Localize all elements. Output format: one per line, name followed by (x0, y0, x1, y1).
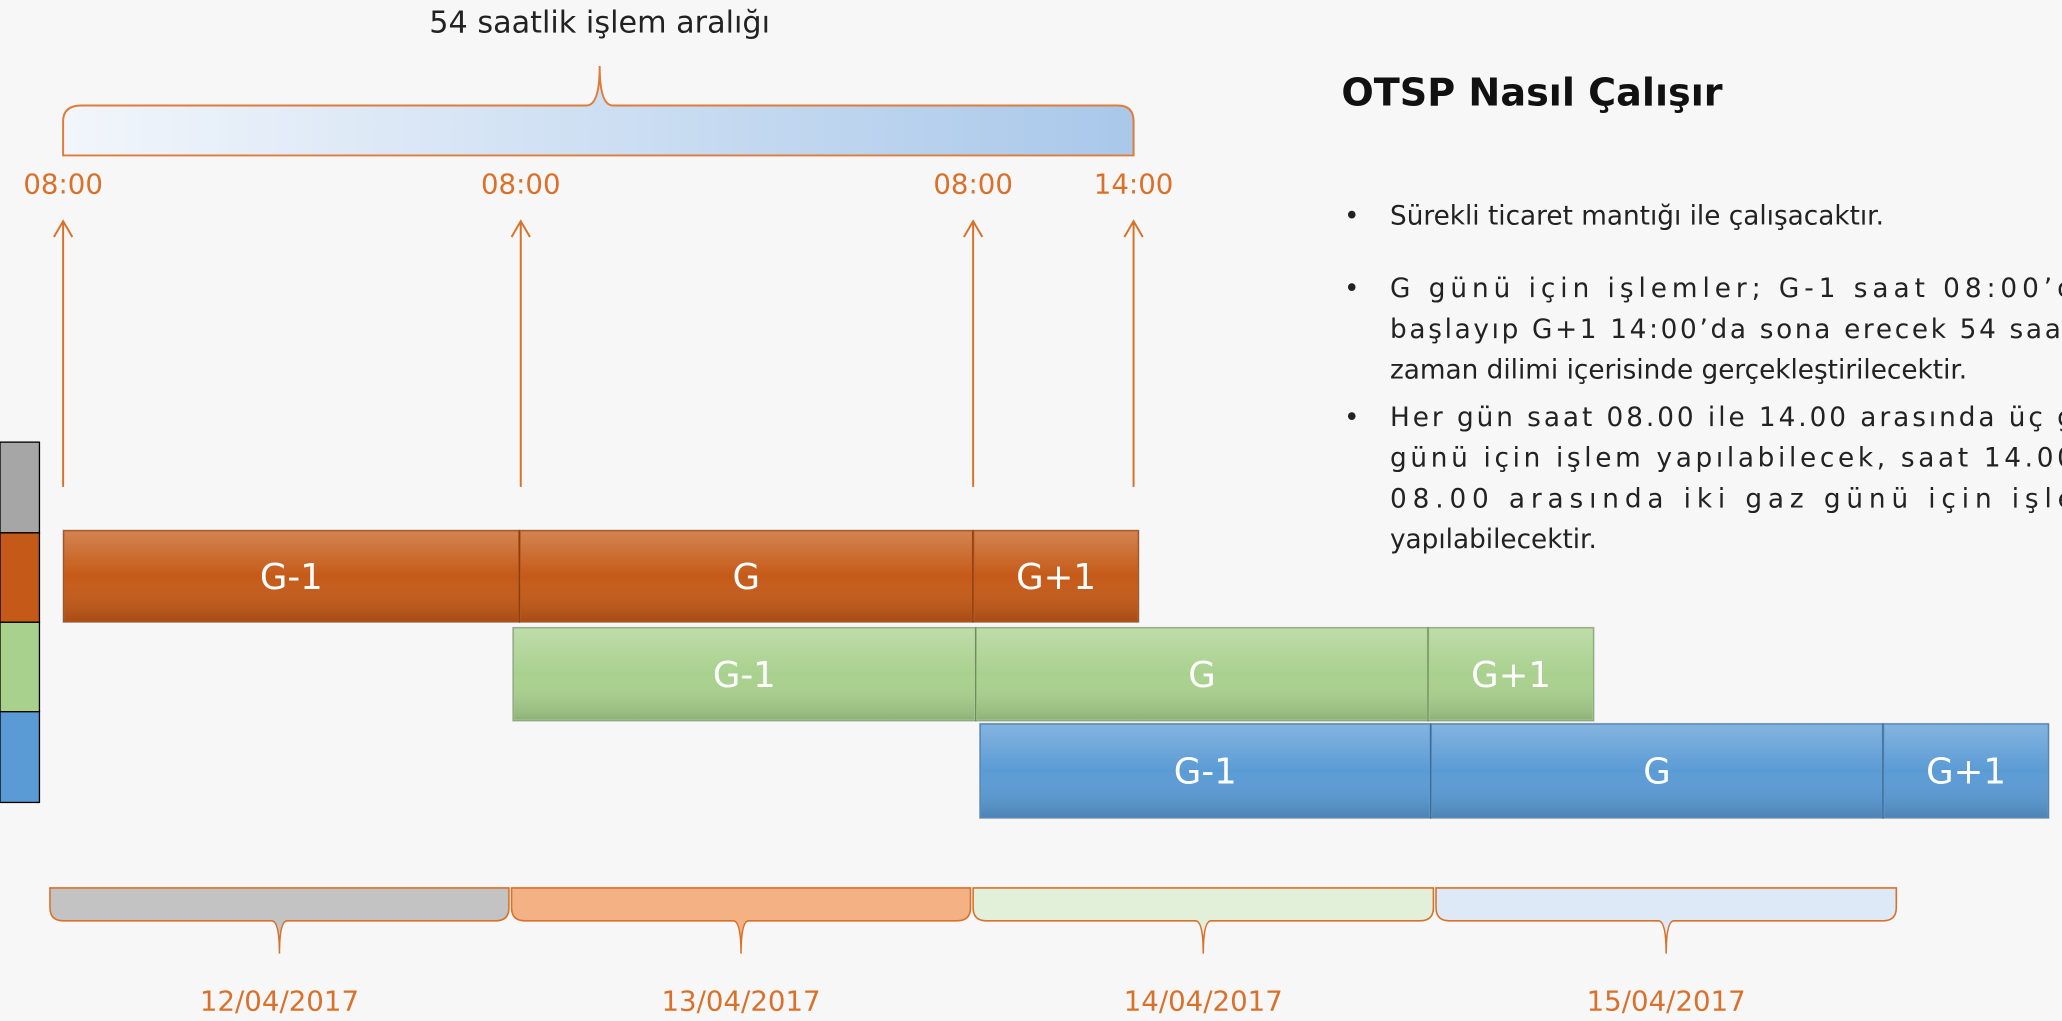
segment-label: G+1 (1016, 557, 1096, 598)
bullet-text: zaman dilimi içerisinde gerçekleştirilec… (1390, 356, 1967, 386)
date-bracket (510, 887, 972, 954)
segment-label: G (1643, 752, 1671, 793)
bullet-text: başlayıp G+1 14:00’da sona erecek 54 saa… (1390, 315, 2062, 345)
time-arrow (1123, 219, 1144, 487)
segment-label: G-1 (713, 655, 776, 696)
date-bracket (972, 887, 1435, 954)
bullet-text: günü için işlem yapılabilecek, saat 14.0… (1390, 444, 2062, 474)
segment-label: G-1 (1174, 752, 1237, 793)
bullet-text: G günü için işlemler; G-1 saat 08:00’d (1390, 274, 2062, 304)
date-label: 13/04/2017 (661, 984, 820, 1017)
legend-orange (0, 532, 41, 623)
segment-label: G+1 (1926, 752, 2006, 793)
segment-bevel (1884, 724, 2048, 817)
segment-label: G-1 (260, 557, 323, 598)
time-label: 08:00 (481, 168, 561, 201)
segment-bevel (64, 531, 519, 621)
segment-bevel (1429, 628, 1593, 720)
range-brace (62, 66, 1135, 157)
legend-gray (0, 441, 41, 534)
segment-label: G (733, 557, 761, 598)
bullet-text: Sürekli ticaret mantığı ile çalışacaktır… (1390, 202, 1884, 232)
segment-bevel (514, 628, 975, 720)
time-label: 08:00 (933, 168, 1013, 201)
time-arrow (510, 219, 531, 487)
segment-label: G+1 (1471, 655, 1551, 696)
date-label: 12/04/2017 (200, 984, 359, 1017)
time-label: 08:00 (23, 168, 103, 201)
bullet-dot: • (1344, 403, 1360, 433)
segment-bevel (520, 531, 972, 621)
segment-bevel (981, 724, 1430, 817)
segment-bevel (974, 531, 1138, 621)
bullet-text: yapılabilecektir. (1390, 525, 1597, 555)
bullet-dot: • (1344, 202, 1360, 232)
date-label: 14/04/2017 (1124, 984, 1283, 1017)
heading: OTSP Nasıl Çalışır (1341, 70, 1722, 114)
segment-label: G (1188, 655, 1216, 696)
segment-bevel (1432, 724, 1882, 817)
time-arrow (53, 219, 74, 487)
time-label: 14:00 (1094, 168, 1174, 201)
legend-blue (0, 711, 41, 804)
time-arrow (963, 219, 984, 487)
date-label: 15/04/2017 (1587, 984, 1746, 1017)
date-bracket (49, 887, 510, 954)
range-label: 54 saatlik işlem aralığı (429, 5, 770, 40)
date-bracket (1435, 887, 1898, 954)
legend-green (0, 621, 41, 713)
segment-bevel (977, 628, 1427, 720)
bullet-dot: • (1344, 274, 1360, 304)
